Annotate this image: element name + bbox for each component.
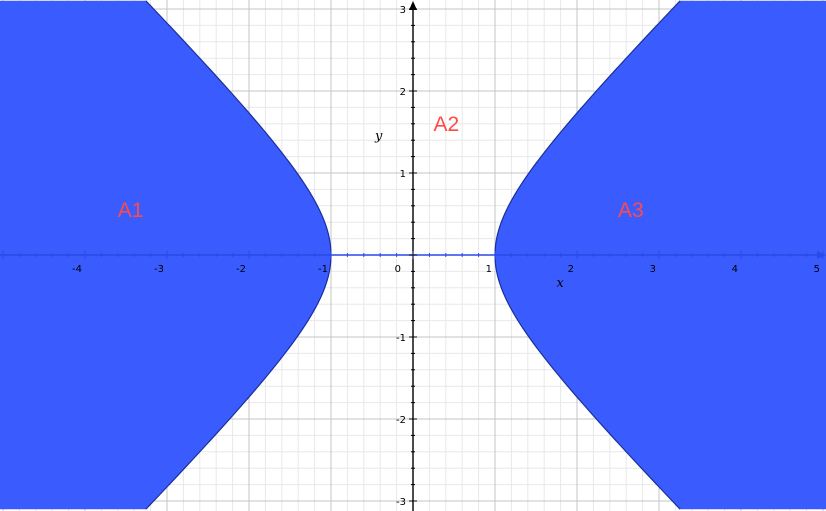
x-tick-label: 3 — [650, 264, 656, 275]
y-tick-label: 3 — [400, 5, 406, 16]
x-tick-label: -4 — [72, 264, 82, 275]
x-tick-label: -1 — [318, 264, 328, 275]
y-tick-label: -3 — [396, 497, 406, 508]
x-tick-label: 0 — [395, 264, 401, 275]
x-tick-label: -2 — [236, 264, 246, 275]
y-axis-title: y — [374, 129, 383, 144]
x-tick-label: 2 — [568, 264, 574, 275]
y-tick-label: 2 — [400, 87, 406, 98]
y-tick-label: -1 — [396, 333, 406, 344]
y-tick-label: -2 — [396, 415, 406, 426]
x-tick-label: 5 — [814, 264, 820, 275]
x-tick-label: 4 — [732, 264, 738, 275]
region-label-a1: A1 — [118, 199, 144, 222]
y-axis-arrow — [409, 1, 417, 10]
region-labels: A1 A2 A3 — [118, 113, 644, 222]
x-axis-title: x — [557, 276, 565, 291]
x-tick-label: -3 — [154, 264, 164, 275]
y-tick-label: 1 — [400, 169, 406, 180]
x-tick-label: 1 — [486, 264, 492, 275]
region-label-a2: A2 — [434, 113, 460, 136]
x-axis-arrow — [817, 251, 826, 259]
region-label-a3: A3 — [618, 199, 644, 222]
tick-labels: -4 -3 -2 -1 0 1 2 3 4 5 3 2 1 -1 -2 -3 — [72, 5, 820, 508]
